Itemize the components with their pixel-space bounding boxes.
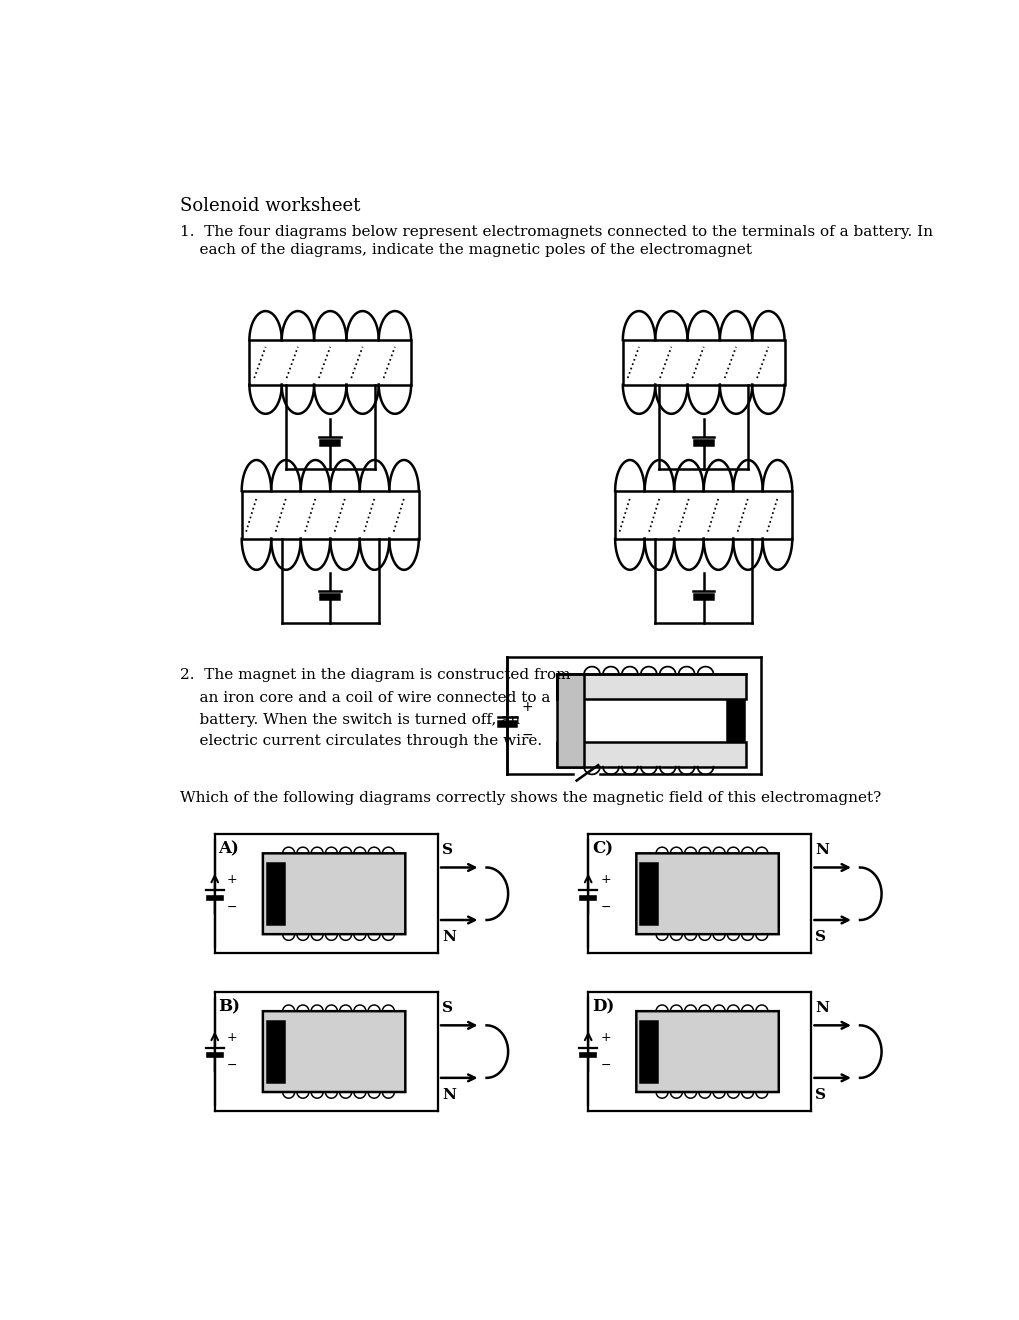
FancyBboxPatch shape: [263, 853, 405, 935]
Text: −: −: [600, 902, 610, 915]
Text: Which of the following diagrams correctly shows the magnetic field of this elect: Which of the following diagrams correctl…: [180, 791, 880, 805]
Bar: [640, 1022, 656, 1082]
Text: −: −: [227, 1059, 237, 1072]
FancyBboxPatch shape: [636, 1011, 779, 1092]
Bar: [556, 675, 584, 767]
Text: S: S: [441, 843, 452, 857]
Bar: [250, 341, 411, 385]
Bar: [556, 675, 745, 700]
Text: −: −: [600, 1059, 610, 1072]
Text: electric current circulates through the wire.: electric current circulates through the …: [180, 734, 542, 748]
Text: +: +: [227, 874, 237, 887]
Text: N: N: [814, 843, 828, 857]
Bar: [266, 1022, 283, 1082]
Bar: [640, 863, 656, 924]
Text: 1.  The four diagrams below represent electromagnets connected to the terminals : 1. The four diagrams below represent ele…: [180, 226, 932, 239]
Text: S: S: [441, 1001, 452, 1015]
Text: D): D): [591, 998, 613, 1015]
Bar: [266, 863, 283, 924]
Text: an iron core and a coil of wire connected to a: an iron core and a coil of wire connecte…: [180, 692, 550, 705]
FancyBboxPatch shape: [636, 853, 779, 935]
Text: S: S: [814, 1088, 825, 1102]
Text: N: N: [814, 1001, 828, 1015]
Bar: [556, 742, 745, 767]
Text: −: −: [521, 727, 532, 742]
Text: +: +: [227, 1031, 237, 1044]
Text: B): B): [218, 998, 240, 1015]
Text: +: +: [521, 700, 532, 714]
Bar: [623, 341, 784, 385]
Text: A): A): [218, 841, 239, 857]
Bar: [727, 701, 743, 741]
Text: C): C): [591, 841, 612, 857]
Text: +: +: [600, 1031, 610, 1044]
Text: each of the diagrams, indicate the magnetic poles of the electromagnet: each of the diagrams, indicate the magne…: [180, 243, 751, 257]
Text: Solenoid worksheet: Solenoid worksheet: [180, 197, 360, 215]
Text: S: S: [814, 931, 825, 944]
Text: N: N: [441, 931, 455, 944]
Text: 2.  The magnet in the diagram is constructed from: 2. The magnet in the diagram is construc…: [180, 668, 570, 682]
Text: battery. When the switch is turned off, an: battery. When the switch is turned off, …: [180, 713, 520, 726]
Text: N: N: [441, 1088, 455, 1102]
FancyBboxPatch shape: [263, 1011, 405, 1092]
Bar: [242, 491, 419, 539]
Text: +: +: [600, 874, 610, 887]
Bar: [614, 491, 792, 539]
Text: −: −: [227, 902, 237, 915]
